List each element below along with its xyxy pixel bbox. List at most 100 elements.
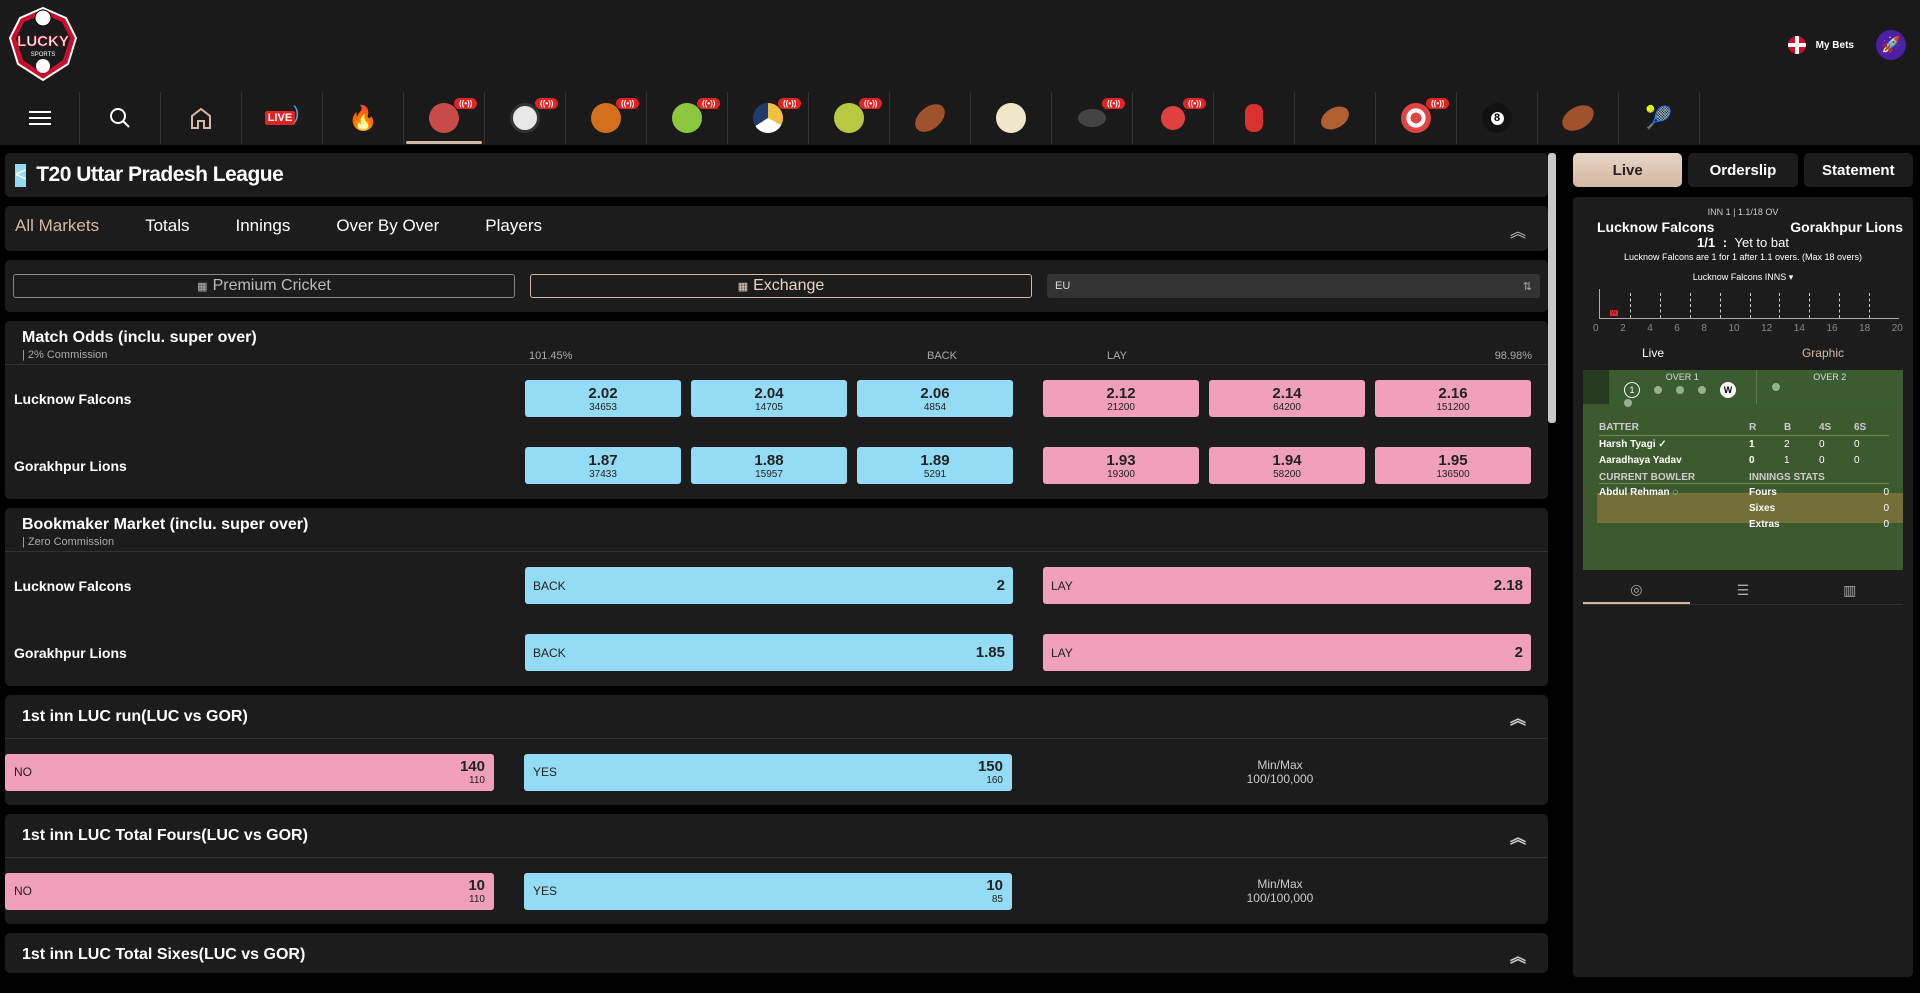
- market-header: Bookmaker Market (inclu. super over) | Z…: [5, 508, 1548, 552]
- menu-button[interactable]: [0, 92, 80, 144]
- runner-name: Lucknow Falcons: [14, 390, 132, 407]
- list-view-button[interactable]: ☰: [1690, 576, 1797, 604]
- lay-odds-cell[interactable]: 2.16 151200: [1375, 380, 1531, 417]
- eight-ball-icon: 8: [1482, 103, 1512, 133]
- market-subtitle: | Zero Commission: [22, 536, 115, 548]
- caret-down-icon: ▾: [1788, 272, 1794, 282]
- back-percentage: 101.45%: [529, 350, 573, 362]
- lay-odds-cell[interactable]: 1.94 58200: [1209, 447, 1365, 484]
- no-button[interactable]: NO 140 110: [5, 753, 494, 791]
- tab-over-by-over[interactable]: Over By Over: [336, 216, 440, 235]
- lay-odds-cell[interactable]: 1.95 136500: [1375, 447, 1531, 484]
- sport-tennis[interactable]: ((•)): [647, 92, 728, 144]
- svg-text:SPORTS: SPORTS: [31, 52, 56, 58]
- sport-gaelic-football[interactable]: [1538, 92, 1619, 144]
- back-odds-cell[interactable]: 1.87 37433: [525, 447, 681, 484]
- tab-live[interactable]: Live: [1573, 153, 1683, 187]
- live-icon: LIVE: [264, 111, 296, 125]
- sport-badminton[interactable]: 🎾: [1619, 92, 1700, 144]
- view-graphic-tab[interactable]: Graphic: [1801, 346, 1844, 360]
- live-badge: ((•)): [454, 98, 478, 109]
- premium-cricket-button[interactable]: ▦ Premium Cricket: [13, 274, 515, 298]
- sport-boxing[interactable]: [1214, 92, 1295, 144]
- bookmaker-back-button[interactable]: BACK 2: [525, 567, 1013, 604]
- back-odds-cell[interactable]: 2.06 4854: [857, 380, 1013, 417]
- live-badge: ((•)): [859, 98, 883, 109]
- tab-innings[interactable]: Innings: [235, 216, 291, 235]
- bookmaker-market: Bookmaker Market (inclu. super over) | Z…: [5, 508, 1548, 686]
- sport-snooker[interactable]: 8: [1457, 92, 1538, 144]
- team1-name: Lucknow Falcons: [1597, 219, 1715, 235]
- right-sidebar: Live Orderslip Statement INN 1 | 1.1/18 …: [1573, 153, 1913, 977]
- tennis-ball-icon: [672, 103, 702, 133]
- stats-view-button[interactable]: ▥: [1796, 576, 1903, 604]
- exchange-button[interactable]: ▦ Exchange: [530, 274, 1032, 298]
- trending-button[interactable]: 🔥: [323, 92, 404, 144]
- lay-odds-cell[interactable]: 1.93 19300: [1043, 447, 1199, 484]
- live-badge: ((•)): [1102, 98, 1126, 109]
- chart-axis: 0 2 4 6 8 10 12 14 16 18 20: [1593, 323, 1903, 334]
- odds-format-select[interactable]: EU ⇅: [1047, 274, 1540, 298]
- sport-ice-hockey[interactable]: ((•)): [1052, 92, 1133, 144]
- collapse-icon[interactable]: ︽: [1509, 224, 1526, 241]
- market-title: 1st inn LUC Total Fours(LUC vs GOR): [22, 826, 308, 844]
- home-button[interactable]: [161, 92, 242, 144]
- back-odds-cell[interactable]: 1.88 15957: [691, 447, 847, 484]
- back-odds-cell[interactable]: 1.89 5291: [857, 447, 1013, 484]
- tab-statement[interactable]: Statement: [1803, 153, 1913, 187]
- view-live-tab[interactable]: Live: [1641, 346, 1664, 360]
- tab-orderslip[interactable]: Orderslip: [1688, 153, 1798, 187]
- lay-odds-cell[interactable]: 2.12 21200: [1043, 380, 1199, 417]
- lucky-sports-logo[interactable]: LUCKY SPORTS: [6, 4, 80, 82]
- sport-basketball[interactable]: ((•)): [566, 92, 647, 144]
- sport-nav: LIVE ) 🔥 ((•)) ((•)) ((•)) ((•)) ((•)): [0, 92, 1700, 144]
- kabaddi-icon: [834, 103, 864, 133]
- bookmaker-lay-button[interactable]: LAY 2.18: [1043, 567, 1531, 604]
- runner-name: Gorakhpur Lions: [14, 457, 127, 474]
- bar-chart-icon: ▥: [1843, 581, 1857, 598]
- worm-chart: W: [1599, 289, 1899, 319]
- bookmaker-lay-button[interactable]: LAY 2: [1043, 634, 1531, 671]
- tab-players[interactable]: Players: [485, 216, 542, 235]
- live-badge: ((•)): [778, 98, 802, 109]
- volleyball-icon: [753, 103, 783, 133]
- sport-table-tennis[interactable]: ((•)): [1133, 92, 1214, 144]
- collapse-icon[interactable]: ︽: [1509, 949, 1526, 966]
- yes-button[interactable]: YES 10 85: [524, 872, 1012, 910]
- lay-odds-cell[interactable]: 2.14 64200: [1209, 380, 1365, 417]
- sport-kabaddi[interactable]: ((•)): [809, 92, 890, 144]
- my-bets-link[interactable]: My Bets: [1815, 39, 1854, 51]
- field-view-button[interactable]: ◎: [1583, 576, 1690, 604]
- innings-info: INN 1 | 1.1/18 OV: [1707, 207, 1779, 217]
- hockey-puck-icon: [1078, 109, 1106, 127]
- back-chevron-icon[interactable]: <: [15, 163, 27, 187]
- american-football-icon: [909, 98, 951, 138]
- bat-icon: ✓: [1658, 438, 1667, 450]
- sport-soccer[interactable]: ((•)): [485, 92, 566, 144]
- no-button[interactable]: NO 10 110: [5, 872, 494, 910]
- sport-cricket[interactable]: ((•)): [404, 92, 485, 144]
- avatar[interactable]: 🚀: [1876, 30, 1906, 60]
- bookmaker-back-button[interactable]: BACK 1.85: [525, 634, 1013, 671]
- collapse-icon[interactable]: ︽: [1509, 829, 1526, 847]
- back-header: BACK: [927, 350, 957, 362]
- sport-rugby[interactable]: [1295, 92, 1376, 144]
- score-line: 1/1 : Yet to bat: [1697, 235, 1789, 250]
- main-scrollbar[interactable]: [1548, 153, 1556, 423]
- live-button[interactable]: LIVE ): [242, 92, 323, 144]
- scoreboard: INN 1 | 1.1/18 OV Lucknow Falcons Gorakh…: [1573, 197, 1913, 977]
- back-odds-cell[interactable]: 2.02 34653: [525, 380, 681, 417]
- sport-american-football[interactable]: [890, 92, 971, 144]
- sport-darts[interactable]: ((•)): [1376, 92, 1457, 144]
- sport-baseball[interactable]: [971, 92, 1052, 144]
- yes-button[interactable]: YES 150 160: [524, 753, 1012, 791]
- search-button[interactable]: [80, 92, 161, 144]
- tab-all-markets[interactable]: All Markets: [15, 216, 100, 235]
- sport-volleyball[interactable]: ((•)): [728, 92, 809, 144]
- back-odds-cell[interactable]: 2.04 14705: [691, 380, 847, 417]
- tab-totals[interactable]: Totals: [145, 216, 190, 235]
- collapse-icon[interactable]: ︽: [1509, 710, 1526, 728]
- innings-dropdown[interactable]: Lucknow Falcons INNS ▾: [1692, 272, 1794, 282]
- uk-flag-icon[interactable]: [1787, 36, 1806, 54]
